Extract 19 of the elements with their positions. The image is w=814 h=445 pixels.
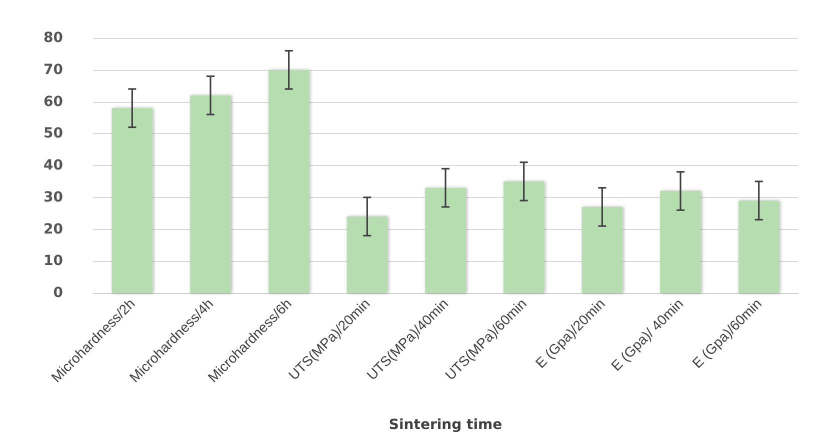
y-tick-label: 10: [44, 253, 64, 270]
bar: [190, 95, 231, 293]
y-tick-label: 40: [44, 158, 64, 174]
x-axis-title: Sintering time: [388, 417, 502, 433]
y-tick-label: 80: [44, 30, 64, 46]
y-tick-label: 20: [44, 221, 64, 238]
bar: [112, 108, 153, 293]
bar: [425, 188, 466, 293]
bar: [660, 191, 701, 293]
bar: [346, 216, 388, 293]
y-tick-label: 30: [44, 189, 64, 206]
y-tick-label: 50: [44, 126, 64, 142]
bar: [582, 206, 623, 293]
y-tick-label: 60: [44, 94, 64, 110]
bar: [503, 181, 544, 293]
bar: [738, 200, 780, 293]
bar: [268, 70, 310, 293]
y-tick-label: 0: [53, 285, 64, 301]
y-tick-label: 70: [44, 62, 64, 78]
